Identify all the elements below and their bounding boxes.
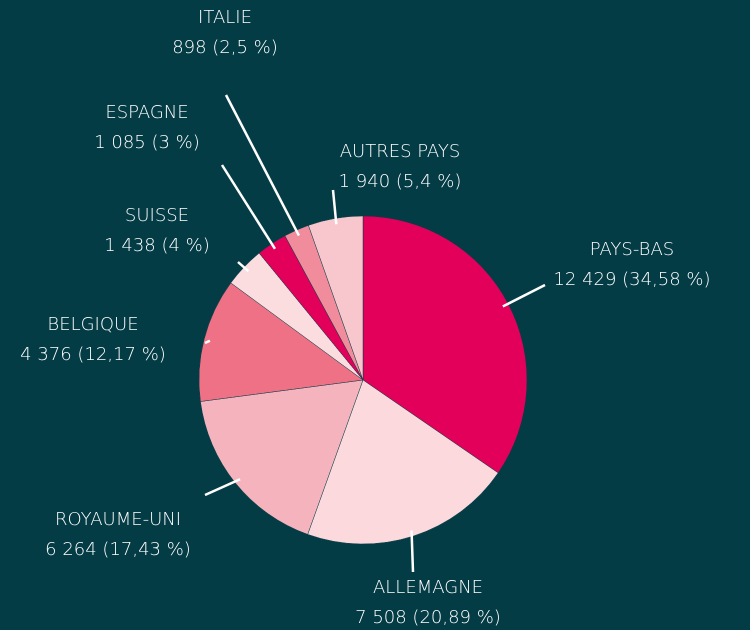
- slice-label: AUTRES PAYS: [340, 141, 461, 162]
- leader-line: [220, 164, 277, 250]
- slice-label: BELGIQUE: [47, 314, 138, 335]
- slice-value-label: 1 085 (3 %): [94, 132, 200, 153]
- slice-value-label: 1 940 (5,4 %): [339, 171, 462, 192]
- leader-line: [410, 530, 415, 573]
- slice-label: PAYS-BAS: [590, 239, 674, 260]
- slice-value-label: 6 264 (17,43 %): [45, 539, 191, 560]
- leader-line: [204, 478, 241, 497]
- leader-line: [237, 261, 250, 273]
- leader-line: [331, 189, 338, 225]
- leader-line: [224, 94, 301, 237]
- leader-line: [204, 339, 211, 345]
- slice-label: ITALIE: [198, 7, 252, 28]
- slice-label: SUISSE: [125, 205, 189, 226]
- slice-label: ROYAUME-UNI: [55, 509, 181, 530]
- slice-value-label: 4 376 (12,17 %): [20, 344, 166, 365]
- slice-value-label: 12 429 (34,58 %): [553, 269, 710, 290]
- slice-label: ALLEMAGNE: [373, 577, 483, 598]
- slice-value-label: 1 438 (4 %): [104, 235, 210, 256]
- pie-slice: [307, 379, 499, 545]
- slice-value-label: 7 508 (20,89 %): [355, 607, 501, 628]
- slice-label: ESPAGNE: [105, 102, 188, 123]
- slice-value-label: 898 (2,5 %): [172, 37, 278, 58]
- pie-slice: [200, 379, 364, 535]
- pie-slice: [198, 282, 364, 402]
- leader-line: [502, 283, 546, 308]
